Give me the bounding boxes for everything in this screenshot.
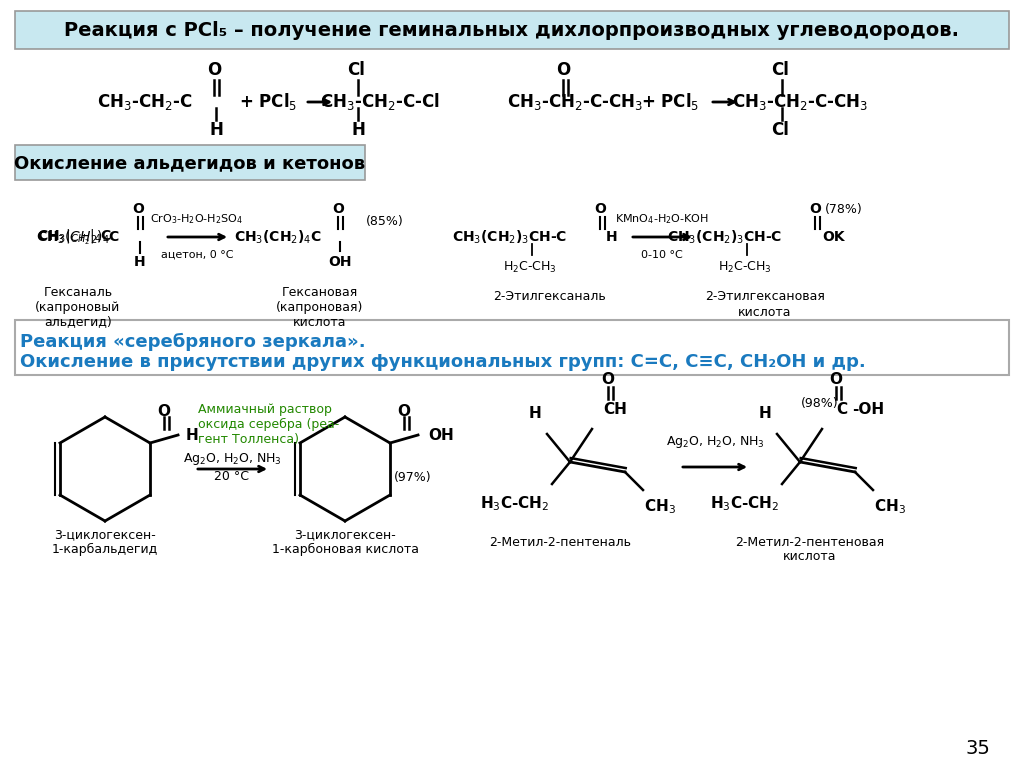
Text: Окисление в присутствии других функциональных групп: C=C, C≡C, CH₂OH и др.: Окисление в присутствии других функциона…	[20, 353, 865, 371]
Text: CH$_3$: CH$_3$	[874, 498, 906, 516]
Text: O: O	[601, 371, 614, 387]
Text: 2-Метил-2-пентеновая: 2-Метил-2-пентеновая	[735, 535, 885, 548]
Text: H: H	[606, 230, 617, 244]
Text: CH$_3$$\mathsf{|}$$_{CH_2}$$\mathsf{|}_4$C: CH$_3$$\mathsf{|}$$_{CH_2}$$\mathsf{|}_4…	[38, 228, 113, 246]
Text: Ag$_2$O, H$_2$O, NH$_3$: Ag$_2$O, H$_2$O, NH$_3$	[666, 434, 764, 450]
Text: 1-карбальдегид: 1-карбальдегид	[52, 542, 158, 555]
Text: CH$_3$-CH$_2$-C: CH$_3$-CH$_2$-C	[97, 92, 193, 112]
Text: OH: OH	[428, 427, 454, 443]
Bar	[15, 11, 1009, 49]
Text: CH$_3$-CH$_2$-C-CH$_3$: CH$_3$-CH$_2$-C-CH$_3$	[507, 92, 643, 112]
Text: (78%): (78%)	[825, 202, 863, 216]
Text: H$_2$C-CH$_3$: H$_2$C-CH$_3$	[718, 259, 772, 275]
Text: 2-Метил-2-пентеналь: 2-Метил-2-пентеналь	[489, 535, 631, 548]
Bar	[15, 320, 1009, 375]
Text: O: O	[132, 202, 144, 216]
Text: Реакция с PCl₅ – получение геминальных дихлорпроизводных углеводородов.: Реакция с PCl₅ – получение геминальных д…	[65, 21, 959, 39]
Text: CH$_3$$(CH_2)_4$C: CH$_3$$(CH_2)_4$C	[36, 229, 120, 245]
Text: Окисление альдегидов и кетонов: Окисление альдегидов и кетонов	[14, 154, 366, 172]
Text: (капроновый: (капроновый	[36, 301, 121, 314]
Text: H$_3$C-CH$_2$: H$_3$C-CH$_2$	[711, 495, 779, 513]
Text: O: O	[397, 403, 411, 419]
Text: CH$_3$: CH$_3$	[644, 498, 676, 516]
Text: H: H	[528, 407, 542, 422]
Text: O: O	[332, 202, 344, 216]
Text: + PCl$_5$: + PCl$_5$	[239, 91, 297, 113]
Text: 2-Этилгексаналь: 2-Этилгексаналь	[494, 291, 606, 304]
Text: H$_3$C-CH$_2$: H$_3$C-CH$_2$	[480, 495, 550, 513]
Text: O: O	[809, 202, 821, 216]
Text: 3-циклогексен-: 3-циклогексен-	[54, 528, 156, 542]
Text: OK: OK	[822, 230, 845, 244]
Text: 35: 35	[966, 739, 990, 759]
Text: CrO$_3$-H$_2$O-H$_2$SO$_4$: CrO$_3$-H$_2$O-H$_2$SO$_4$	[151, 212, 244, 226]
Text: 2-Этилгексановая: 2-Этилгексановая	[706, 291, 825, 304]
Text: альдегид): альдегид)	[44, 315, 112, 328]
Text: CH$_3$-CH$_2$-C-Cl: CH$_3$-CH$_2$-C-Cl	[321, 91, 440, 113]
Text: оксида серебра (реа-: оксида серебра (реа-	[198, 417, 339, 430]
Bar	[15, 145, 365, 180]
Text: Гексановая: Гексановая	[282, 285, 358, 298]
Text: O: O	[207, 61, 221, 79]
Text: KMnO$_4$-H$_2$O-KOH: KMnO$_4$-H$_2$O-KOH	[615, 212, 709, 226]
Text: Cl: Cl	[771, 61, 788, 79]
Text: H: H	[759, 407, 771, 422]
Text: Аммиачный раствор: Аммиачный раствор	[198, 403, 332, 416]
Text: Cl: Cl	[347, 61, 365, 79]
Text: Ag$_2$O, H$_2$O, NH$_3$: Ag$_2$O, H$_2$O, NH$_3$	[182, 451, 282, 467]
Text: (98%): (98%)	[801, 397, 839, 410]
Text: 1-карбоновая кислота: 1-карбоновая кислота	[271, 542, 419, 555]
Text: CH$_3$-CH$_2$-C-CH$_3$: CH$_3$-CH$_2$-C-CH$_3$	[732, 92, 868, 112]
Text: кислота: кислота	[293, 315, 347, 328]
Text: (капроновая): (капроновая)	[276, 301, 364, 314]
Text: Реакция «серебряного зеркала».: Реакция «серебряного зеркала».	[20, 333, 366, 351]
Text: O: O	[556, 61, 570, 79]
Text: 20 °С: 20 °С	[214, 470, 250, 483]
Text: OH: OH	[329, 255, 352, 269]
Text: O: O	[158, 403, 171, 419]
Text: (85%): (85%)	[367, 216, 403, 229]
Text: ацетон, 0 °С: ацетон, 0 °С	[161, 250, 233, 260]
Text: 3-циклогексен-: 3-циклогексен-	[294, 528, 396, 542]
Text: O: O	[829, 371, 843, 387]
Text: H: H	[134, 255, 145, 269]
Text: 0-10 °С: 0-10 °С	[641, 250, 683, 260]
Text: CH$_3$(CH$_2$)$_3$CH-C: CH$_3$(CH$_2$)$_3$CH-C	[453, 229, 567, 245]
Text: H: H	[186, 427, 199, 443]
Text: H$_2$C-CH$_3$: H$_2$C-CH$_3$	[503, 259, 557, 275]
Text: кислота: кислота	[738, 305, 792, 318]
Text: H: H	[209, 121, 223, 139]
Text: Cl: Cl	[771, 121, 788, 139]
Text: O: O	[594, 202, 606, 216]
Text: C: C	[837, 401, 848, 416]
Text: Гексаналь: Гексаналь	[43, 285, 113, 298]
Text: CH$_3$(CH$_2$)$_3$CH-C: CH$_3$(CH$_2$)$_3$CH-C	[668, 229, 782, 245]
Text: CH: CH	[603, 401, 627, 416]
Text: H: H	[351, 121, 365, 139]
Text: кислота: кислота	[783, 551, 837, 564]
Text: (97%): (97%)	[394, 470, 432, 483]
Text: -OH: -OH	[852, 401, 884, 416]
Text: + PCl$_5$: + PCl$_5$	[641, 91, 699, 113]
Text: гент Толленса): гент Толленса)	[198, 433, 299, 446]
Text: CH$_3$(CH$_2$)$_4$C: CH$_3$(CH$_2$)$_4$C	[234, 229, 322, 245]
